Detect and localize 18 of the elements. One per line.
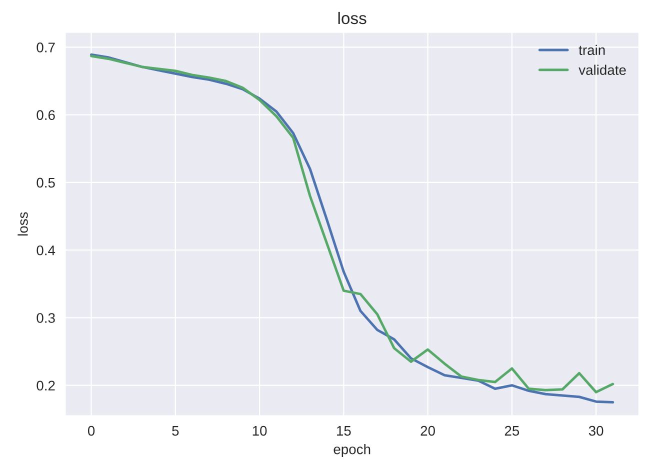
x-tick-label: 25: [504, 426, 520, 436]
x-tick-label: 0: [88, 426, 95, 436]
x-tick-label: 30: [588, 426, 604, 436]
y-tick-label: 0.5: [36, 178, 55, 188]
y-tick-label: 0.2: [36, 380, 55, 391]
x-tick-label: 10: [252, 426, 267, 436]
legend-label: train: [578, 44, 605, 56]
y-tick-label: 0.4: [36, 245, 56, 256]
y-tick-label: 0.7: [36, 42, 55, 52]
y-tick-label: 0.3: [36, 313, 55, 323]
x-axis-title: epoch: [334, 444, 370, 457]
legend-label: validate: [578, 64, 626, 75]
x-tick-label: 15: [337, 426, 351, 436]
y-tick-label: 0.6: [36, 110, 55, 120]
x-tick-label: 20: [420, 426, 435, 436]
chart-title: loss: [338, 12, 366, 24]
y-axis-title: loss: [18, 212, 28, 236]
x-tick-label: 5: [172, 426, 179, 436]
